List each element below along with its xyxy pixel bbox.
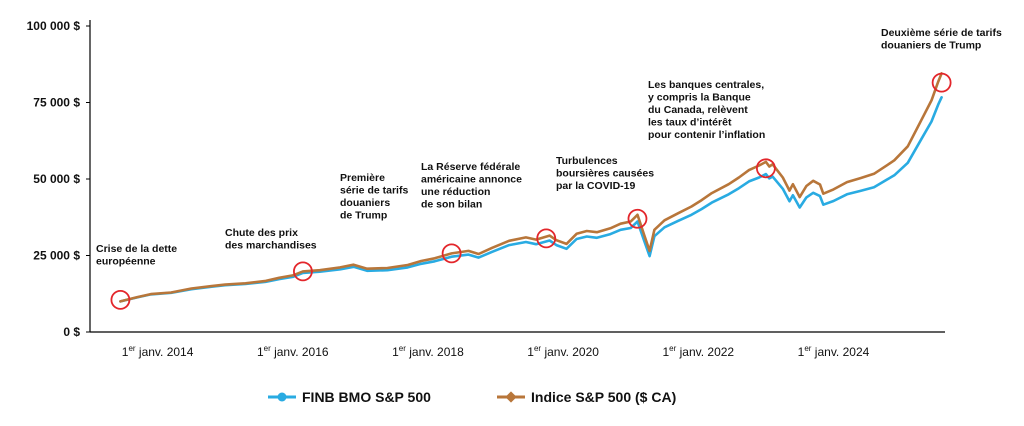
- series-line-0: [119, 96, 943, 303]
- x-tick-label: 1er janv. 2016: [257, 344, 329, 359]
- annotation-line: européenne: [96, 256, 156, 268]
- event-circle: [441, 243, 462, 264]
- x-tick-label: 1er janv. 2022: [662, 344, 734, 359]
- annotations: Crise de la dette européenne Chute des pri…: [96, 27, 1002, 310]
- annotation-label: Les banques centrales, y compris la Banqu…: [648, 79, 765, 141]
- x-tick-sup: er: [128, 344, 135, 353]
- x-tick-date: janv. 2024: [811, 345, 869, 359]
- x-axis-ticks: 1er janv. 2014 1er janv. 2016 1er janv. 20…: [122, 344, 870, 359]
- series-lines: [119, 72, 943, 303]
- y-tick-label: 100 000 $: [27, 19, 81, 33]
- x-tick-label: 1er janv. 2024: [798, 344, 870, 359]
- annotation-line: y compris la Banque: [648, 92, 751, 104]
- x-tick-sup: er: [534, 344, 541, 353]
- x-tick-sup: er: [264, 344, 271, 353]
- series-line-1: [119, 72, 943, 303]
- x-tick-day: 1: [122, 345, 129, 359]
- annotation-label: Crise de la dette européenne: [96, 243, 177, 268]
- annotation-line: une réduction: [421, 186, 490, 198]
- x-tick-day: 1: [527, 345, 534, 359]
- legend-marker: [277, 392, 287, 402]
- x-tick-date: janv. 2022: [676, 345, 734, 359]
- event-circle: [931, 72, 952, 93]
- x-tick-day: 1: [392, 345, 399, 359]
- x-tick-day: 1: [662, 345, 669, 359]
- y-tick-label: 0 $: [63, 325, 80, 339]
- annotation-label: La Réserve fédérale américaine annonce une…: [421, 161, 522, 211]
- x-tick-sup: er: [804, 344, 811, 353]
- y-tick-label: 75 000 $: [33, 96, 80, 110]
- annotation-line: Crise de la dette: [96, 243, 177, 255]
- x-tick-label: 1er janv. 2014: [122, 344, 194, 359]
- annotation-line: pour contenir l’inflation: [648, 129, 765, 141]
- annotation-line: de son bilan: [421, 199, 482, 211]
- x-tick-sup: er: [669, 344, 676, 353]
- annotation-label: Turbulences boursières causées par la COVI…: [556, 155, 654, 192]
- axes: [89, 20, 945, 333]
- y-tick-label: 50 000 $: [33, 172, 80, 186]
- x-tick-day: 1: [257, 345, 264, 359]
- annotation-line: boursières causées: [556, 168, 654, 180]
- legend-label: FINB BMO S&P 500: [302, 389, 431, 405]
- x-tick-date: janv. 2016: [271, 345, 329, 359]
- legend-label: Indice S&P 500 ($ CA): [531, 389, 676, 405]
- event-circle: [627, 208, 648, 229]
- annotation-line: Turbulences: [556, 155, 618, 167]
- annotation-label: Chute des prix des marchandises: [225, 227, 317, 252]
- annotation-line: américaine annonce: [421, 174, 522, 186]
- x-tick-label: 1er janv. 2018: [392, 344, 464, 359]
- x-tick-label: 1er janv. 2020: [527, 344, 599, 359]
- annotation-line: du Canada, relèvent: [648, 104, 748, 116]
- annotation-label: Première série de tarifs douaniers de Trump: [340, 172, 408, 222]
- annotation-line: Première: [340, 172, 385, 184]
- event-circle: [536, 228, 557, 249]
- y-tick-label: 25 000 $: [33, 249, 80, 263]
- annotation-line: douaniers: [340, 197, 390, 209]
- annotation-line: Les banques centrales,: [648, 79, 764, 91]
- legend: FINB BMO S&P 500 Indice S&P 500 ($ CA): [268, 389, 676, 405]
- y-axis-ticks: 0 $ 25 000 $ 50 000 $ 75 000 $ 100 000 $: [27, 19, 90, 339]
- annotation-line: douaniers de Trump: [881, 40, 981, 52]
- event-circle: [293, 261, 313, 282]
- legend-marker: [505, 391, 517, 403]
- annotation-line: Chute des prix: [225, 227, 298, 239]
- x-tick-date: janv. 2014: [136, 345, 194, 359]
- annotation-line: de Trump: [340, 210, 387, 222]
- x-tick-date: janv. 2018: [406, 345, 464, 359]
- annotation-line: les taux d’intérêt: [648, 117, 732, 129]
- annotation-line: Deuxième série de tarifs: [881, 27, 1002, 39]
- annotation-line: La Réserve fédérale: [421, 161, 520, 173]
- annotation-line: des marchandises: [225, 240, 317, 252]
- annotation-line: série de tarifs: [340, 185, 408, 197]
- annotation-label: Deuxième série de tarifs douaniers de Tru…: [881, 27, 1002, 52]
- x-tick-sup: er: [399, 344, 406, 353]
- x-tick-day: 1: [798, 345, 805, 359]
- event-circle: [755, 158, 776, 179]
- annotation-line: par la COVID-19: [556, 180, 636, 192]
- event-circle: [110, 289, 131, 310]
- x-tick-date: janv. 2020: [541, 345, 599, 359]
